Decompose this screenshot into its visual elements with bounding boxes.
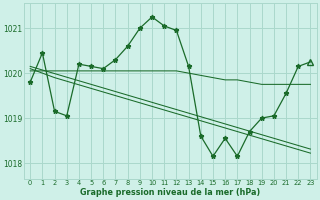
X-axis label: Graphe pression niveau de la mer (hPa): Graphe pression niveau de la mer (hPa) — [80, 188, 260, 197]
